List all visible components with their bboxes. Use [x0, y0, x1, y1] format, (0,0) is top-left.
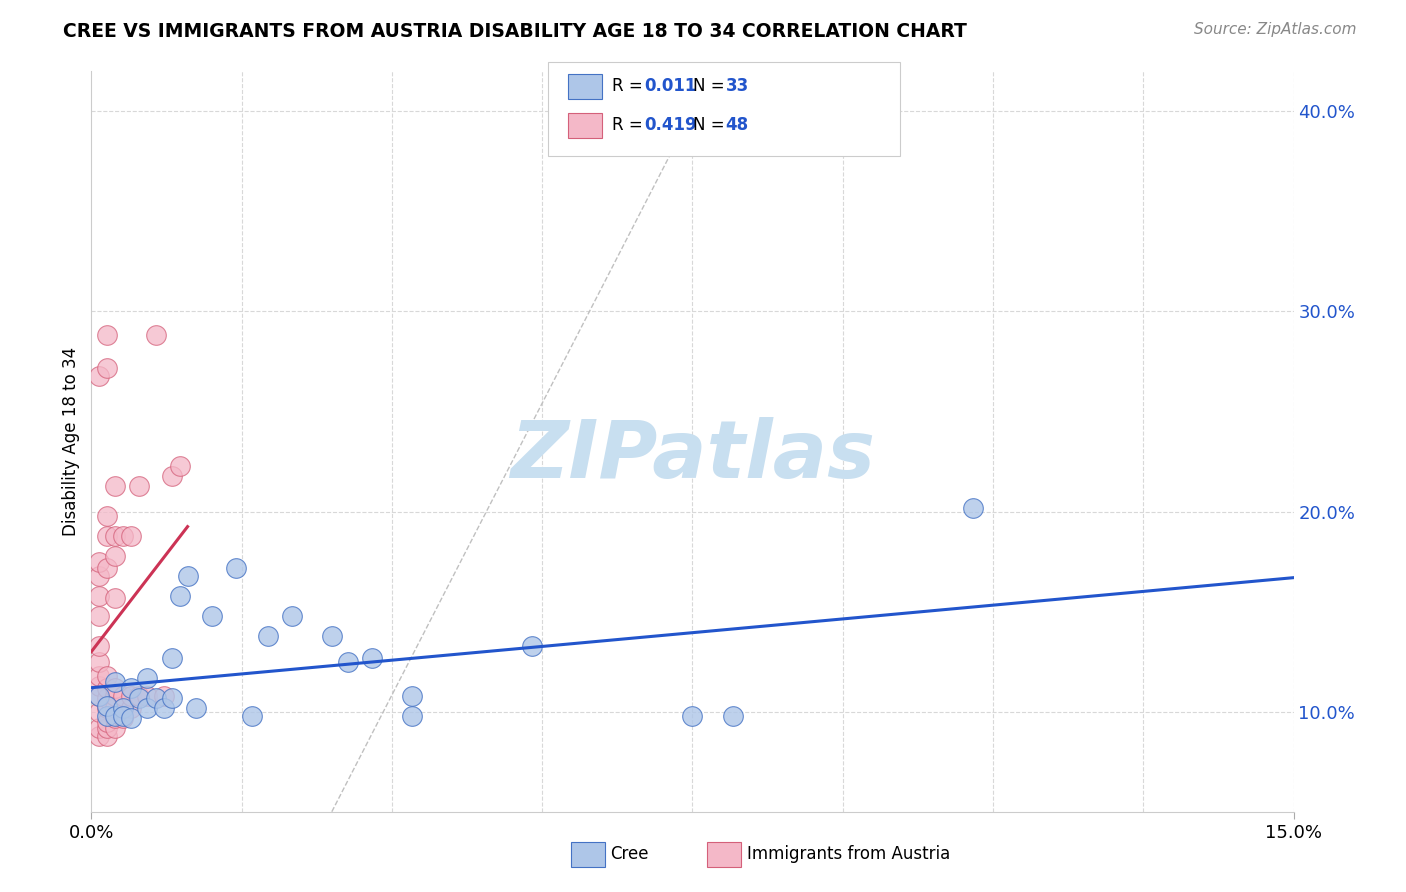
Point: [112, 711, 135, 725]
Point: [89, 689, 111, 703]
Point: [112, 700, 135, 714]
Point: [96, 698, 118, 713]
Point: [89, 639, 111, 653]
Point: [89, 668, 111, 682]
Point: [160, 468, 183, 483]
Point: [160, 690, 183, 705]
Point: [96, 681, 118, 695]
Point: [89, 655, 111, 669]
Text: R =: R =: [612, 116, 648, 134]
Point: [104, 478, 127, 492]
Y-axis label: Disability Age 18 to 34: Disability Age 18 to 34: [62, 347, 80, 536]
Point: [89, 729, 111, 743]
Point: [681, 708, 703, 723]
Text: 0.419: 0.419: [644, 116, 696, 134]
Point: [96, 690, 118, 705]
Point: [152, 689, 174, 703]
Point: [176, 568, 198, 582]
Point: [522, 639, 544, 653]
Point: [321, 629, 343, 643]
Point: [169, 458, 191, 473]
Point: [89, 555, 111, 569]
Text: 33: 33: [725, 77, 749, 95]
Point: [160, 650, 183, 665]
Point: [96, 700, 118, 714]
Point: [256, 629, 278, 643]
Point: [96, 528, 118, 542]
Point: [145, 328, 167, 343]
Text: CREE VS IMMIGRANTS FROM AUSTRIA DISABILITY AGE 18 TO 34 CORRELATION CHART: CREE VS IMMIGRANTS FROM AUSTRIA DISABILI…: [63, 22, 967, 41]
Text: 48: 48: [725, 116, 748, 134]
Point: [128, 689, 150, 703]
Text: R =: R =: [612, 77, 648, 95]
Text: N =: N =: [693, 116, 730, 134]
Text: N =: N =: [693, 77, 730, 95]
Point: [89, 721, 111, 735]
Point: [104, 721, 127, 735]
Text: ZIPatlas: ZIPatlas: [510, 417, 875, 495]
Text: Source: ZipAtlas.com: Source: ZipAtlas.com: [1194, 22, 1357, 37]
Point: [104, 528, 127, 542]
Point: [112, 689, 135, 703]
Point: [240, 708, 263, 723]
Point: [184, 700, 207, 714]
Point: [96, 714, 118, 729]
Point: [128, 690, 150, 705]
Text: Immigrants from Austria: Immigrants from Austria: [747, 845, 950, 863]
Point: [121, 528, 143, 542]
Point: [281, 608, 304, 623]
Point: [360, 650, 382, 665]
Point: [89, 589, 111, 603]
Point: [96, 729, 118, 743]
Point: [104, 700, 127, 714]
Point: [104, 689, 127, 703]
Point: [401, 689, 423, 703]
Point: [96, 328, 118, 343]
Point: [136, 671, 159, 685]
Point: [136, 700, 159, 714]
Point: [96, 708, 118, 723]
Point: [96, 360, 118, 375]
Point: [962, 500, 984, 515]
Point: [104, 711, 127, 725]
Point: [96, 560, 118, 574]
Point: [96, 721, 118, 735]
Point: [128, 478, 150, 492]
Point: [89, 368, 111, 383]
Point: [96, 668, 118, 682]
Point: [169, 589, 191, 603]
Point: [104, 549, 127, 563]
Point: [336, 655, 359, 669]
Point: [96, 508, 118, 523]
Point: [104, 591, 127, 605]
Point: [104, 708, 127, 723]
Point: [112, 528, 135, 542]
Point: [112, 700, 135, 714]
Point: [89, 608, 111, 623]
Point: [89, 689, 111, 703]
Point: [121, 700, 143, 714]
Point: [225, 560, 247, 574]
Text: 0.011: 0.011: [644, 77, 696, 95]
Point: [721, 708, 744, 723]
Point: [89, 705, 111, 719]
Point: [401, 708, 423, 723]
Point: [89, 568, 111, 582]
Point: [145, 690, 167, 705]
Point: [89, 679, 111, 693]
Point: [121, 711, 143, 725]
Point: [121, 689, 143, 703]
Point: [104, 681, 127, 695]
Point: [201, 608, 224, 623]
Point: [121, 681, 143, 695]
Text: Cree: Cree: [610, 845, 648, 863]
Point: [136, 689, 159, 703]
Point: [112, 708, 135, 723]
Point: [152, 700, 174, 714]
Point: [104, 674, 127, 689]
